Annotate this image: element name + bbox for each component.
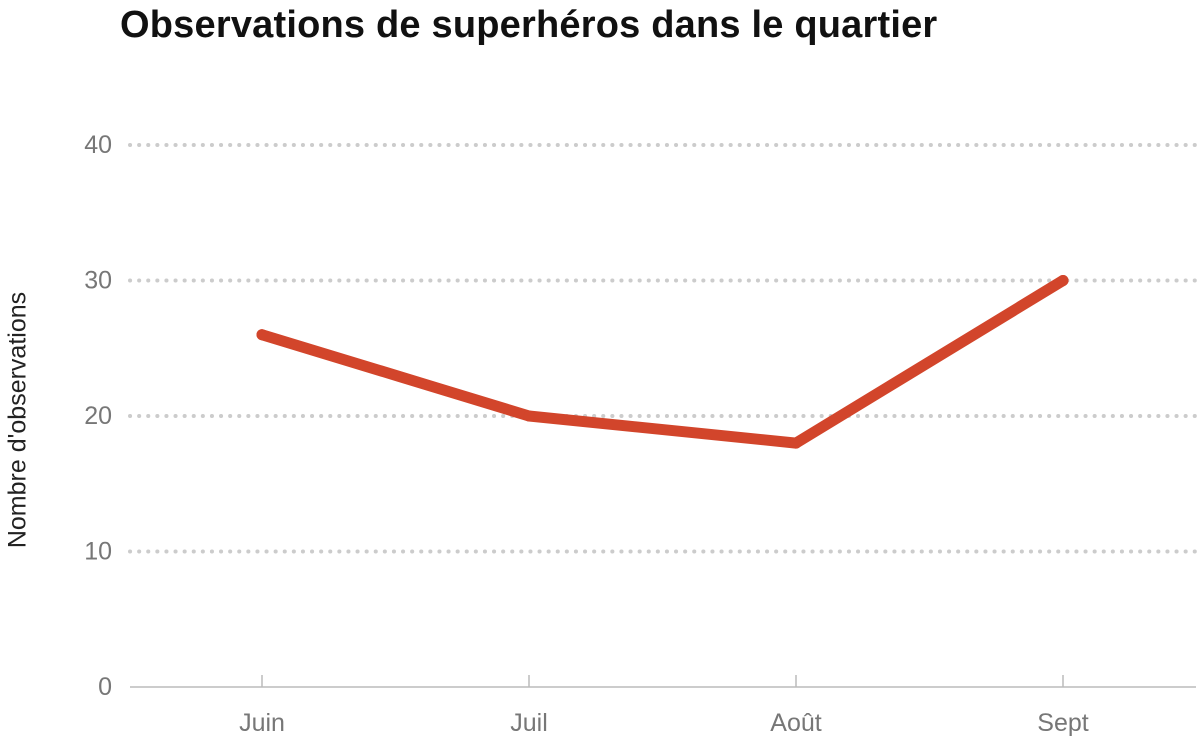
y-tick-label: 30 (84, 267, 112, 295)
x-tick-label: Sept (1037, 709, 1088, 737)
y-tick-labels: 0 10 20 30 40 (84, 131, 112, 701)
chart-title: Observations de superhéros dans le quart… (120, 4, 938, 46)
series-layer (256, 275, 1069, 449)
data-point (1057, 275, 1069, 286)
data-point (523, 410, 535, 422)
series-line (256, 275, 1069, 449)
x-tick-label: Juil (510, 709, 548, 737)
y-tick-label: 20 (84, 402, 112, 430)
x-ticks: Juin Juil Août Sept (239, 675, 1089, 737)
y-tick-label: 40 (84, 131, 112, 159)
x-tick-label: Juin (239, 709, 285, 737)
y-tick-label: 0 (98, 673, 112, 701)
data-point (256, 329, 268, 341)
y-tick-label: 10 (84, 538, 112, 566)
x-tick-label: Août (770, 709, 821, 737)
data-point (790, 437, 802, 449)
